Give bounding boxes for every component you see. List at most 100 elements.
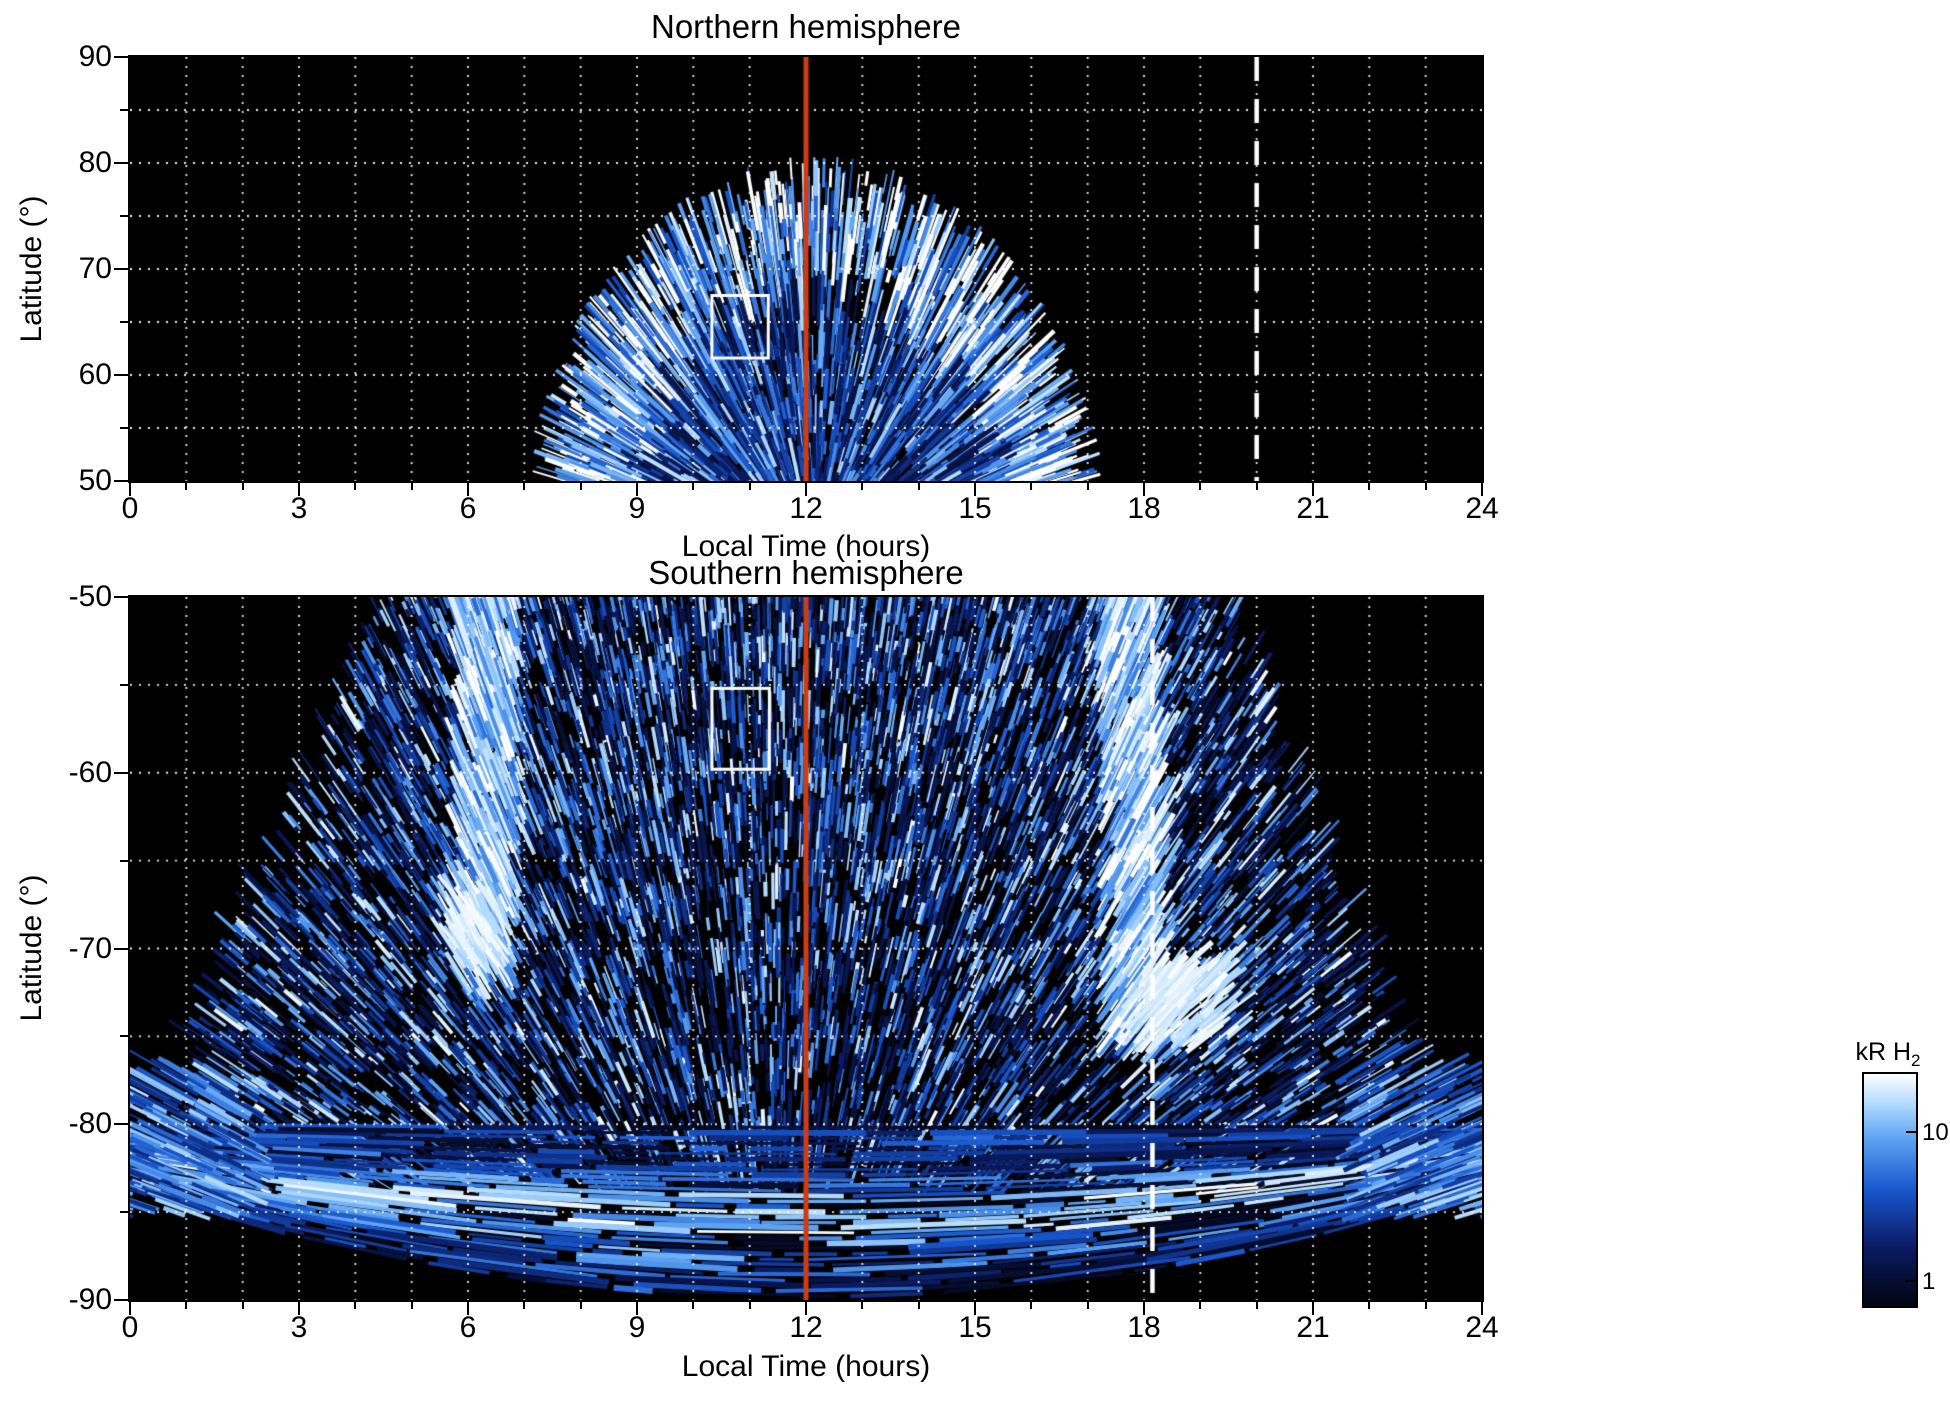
x-tick-mark xyxy=(636,483,638,496)
x-tick-mark xyxy=(1199,1302,1202,1309)
x-tick-label: 3 xyxy=(290,1311,308,1344)
colorbar-tick-10: 10 xyxy=(1922,1119,1949,1147)
colorbar-tick-1: 1 xyxy=(1922,1267,1936,1295)
x-tick-mark xyxy=(354,483,357,490)
x-tick-mark xyxy=(692,483,695,490)
colorbar-label-main: kR H xyxy=(1855,1038,1912,1066)
colorbar-tick-mark xyxy=(1906,1279,1916,1282)
x-tick-mark xyxy=(805,483,807,496)
southern-title: Southern hemisphere xyxy=(648,554,964,591)
x-tick-label: 21 xyxy=(1296,492,1330,525)
x-tick-mark xyxy=(1143,483,1145,496)
x-tick-label: 18 xyxy=(1127,1311,1161,1344)
y-tick-label: 70 xyxy=(78,252,112,285)
x-tick-mark xyxy=(1481,1302,1483,1315)
southern-plot xyxy=(128,595,1484,1302)
x-tick-label: 12 xyxy=(789,1311,823,1344)
x-tick-mark xyxy=(523,1302,526,1309)
y-tick-mark xyxy=(114,480,128,482)
y-tick-mark xyxy=(120,1211,128,1214)
x-tick-mark xyxy=(410,483,413,490)
x-tick-mark xyxy=(692,1302,695,1309)
x-tick-mark xyxy=(1481,483,1483,496)
x-tick-mark xyxy=(1312,1302,1314,1315)
northern-plot xyxy=(128,55,1484,483)
x-tick-mark xyxy=(579,1302,582,1309)
y-tick-label: -90 xyxy=(68,1283,112,1316)
x-tick-mark xyxy=(523,483,526,490)
x-tick-label: 9 xyxy=(628,492,646,525)
x-tick-mark xyxy=(1030,1302,1033,1309)
x-tick-mark xyxy=(748,1302,751,1309)
y-tick-label: -60 xyxy=(68,755,112,789)
x-tick-mark xyxy=(467,483,469,496)
x-tick-mark xyxy=(917,1302,920,1309)
y-tick-label: 60 xyxy=(78,358,112,391)
y-tick-label: -70 xyxy=(68,931,112,965)
x-tick-mark xyxy=(298,1302,300,1315)
x-tick-mark xyxy=(748,483,751,490)
x-tick-mark xyxy=(1312,483,1314,496)
x-tick-mark xyxy=(1424,483,1427,490)
x-tick-mark xyxy=(129,483,131,496)
y-tick-mark xyxy=(120,859,128,862)
x-tick-label: 24 xyxy=(1465,492,1499,525)
x-tick-label: 15 xyxy=(958,1311,992,1344)
x-tick-label: 15 xyxy=(958,492,992,525)
southern-heatmap-canvas xyxy=(130,597,1482,1300)
x-tick-mark xyxy=(636,1302,638,1315)
x-tick-mark xyxy=(1368,483,1371,490)
x-tick-label: 6 xyxy=(459,1311,477,1344)
x-tick-label: 3 xyxy=(290,492,308,525)
x-tick-mark xyxy=(185,1302,188,1309)
y-tick-mark xyxy=(120,427,128,429)
y-tick-mark xyxy=(114,771,128,774)
x-tick-label: 12 xyxy=(789,492,823,525)
colorbar-tick-mark xyxy=(1906,1131,1916,1134)
y-tick-mark xyxy=(120,1035,128,1038)
y-tick-mark xyxy=(114,1123,128,1126)
y-tick-label: 90 xyxy=(78,40,112,73)
y-tick-mark xyxy=(114,1299,128,1301)
x-tick-mark xyxy=(467,1302,469,1315)
northern-heatmap-canvas xyxy=(130,57,1482,481)
x-tick-mark xyxy=(579,483,582,490)
northern-title: Northern hemisphere xyxy=(651,8,961,45)
x-tick-mark xyxy=(1368,1302,1371,1309)
x-tick-mark xyxy=(805,1302,807,1315)
x-tick-mark xyxy=(354,1302,357,1309)
x-tick-label: 18 xyxy=(1127,492,1161,525)
x-tick-mark xyxy=(241,483,244,490)
x-tick-mark xyxy=(410,1302,413,1309)
northern-xlabel: Local Time (hours) xyxy=(681,530,931,563)
x-tick-mark xyxy=(1255,483,1258,490)
x-tick-mark xyxy=(1199,483,1202,490)
colorbar-label-sub: 2 xyxy=(1911,1051,1921,1070)
y-tick-mark xyxy=(120,321,128,323)
x-tick-label: 0 xyxy=(121,492,139,525)
x-tick-mark xyxy=(298,483,300,496)
y-tick-mark xyxy=(114,56,128,58)
x-tick-label: 0 xyxy=(121,1311,139,1344)
x-tick-mark xyxy=(974,1302,976,1315)
x-tick-label: 21 xyxy=(1296,1311,1330,1344)
x-tick-mark xyxy=(1424,1302,1427,1309)
x-tick-mark xyxy=(1143,1302,1145,1315)
y-tick-mark xyxy=(114,268,128,270)
x-tick-mark xyxy=(1086,483,1089,490)
y-tick-label: -80 xyxy=(68,1107,112,1141)
x-tick-mark xyxy=(185,483,188,490)
x-tick-mark xyxy=(241,1302,244,1309)
x-tick-mark xyxy=(861,1302,864,1309)
x-tick-mark xyxy=(129,1302,131,1315)
x-tick-mark xyxy=(1086,1302,1089,1309)
colorbar-label: kR H2 xyxy=(1830,1038,1946,1071)
y-tick-label: 80 xyxy=(78,146,112,179)
colorbar-gradient xyxy=(1864,1074,1916,1306)
y-tick-mark xyxy=(114,947,128,950)
x-tick-label: 24 xyxy=(1465,1311,1499,1344)
x-tick-mark xyxy=(1255,1302,1258,1309)
x-tick-label: 9 xyxy=(628,1311,646,1344)
y-tick-mark xyxy=(114,162,128,164)
